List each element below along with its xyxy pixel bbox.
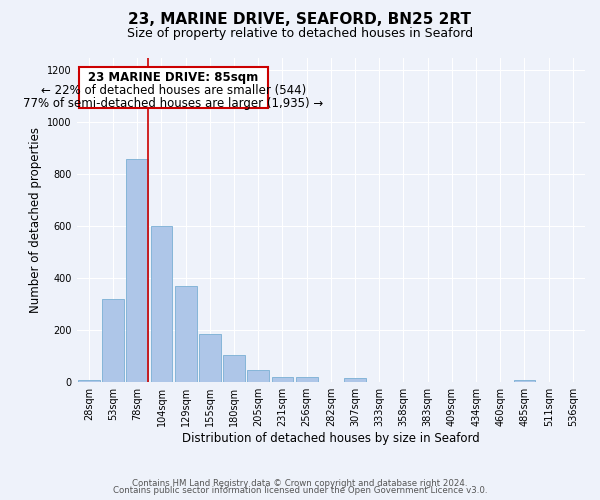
Bar [151,226,172,382]
Bar [199,334,221,382]
Bar [247,370,269,382]
FancyBboxPatch shape [79,66,268,108]
Text: Size of property relative to detached houses in Seaford: Size of property relative to detached ho… [127,28,473,40]
Text: ← 22% of detached houses are smaller (544): ← 22% of detached houses are smaller (54… [41,84,306,98]
Text: 77% of semi-detached houses are larger (1,935) →: 77% of semi-detached houses are larger (… [23,97,323,110]
Bar [102,299,124,382]
Bar [296,377,317,382]
Text: Contains HM Land Registry data © Crown copyright and database right 2024.: Contains HM Land Registry data © Crown c… [132,478,468,488]
Text: 23 MARINE DRIVE: 85sqm: 23 MARINE DRIVE: 85sqm [88,72,259,85]
X-axis label: Distribution of detached houses by size in Seaford: Distribution of detached houses by size … [182,432,480,445]
Text: 23, MARINE DRIVE, SEAFORD, BN25 2RT: 23, MARINE DRIVE, SEAFORD, BN25 2RT [128,12,472,28]
Bar [175,286,197,382]
Text: Contains public sector information licensed under the Open Government Licence v3: Contains public sector information licen… [113,486,487,495]
Y-axis label: Number of detached properties: Number of detached properties [29,127,42,313]
Bar [272,377,293,382]
Bar [127,159,148,382]
Bar [78,380,100,382]
Bar [514,380,535,382]
Bar [344,378,366,382]
Bar [223,355,245,382]
